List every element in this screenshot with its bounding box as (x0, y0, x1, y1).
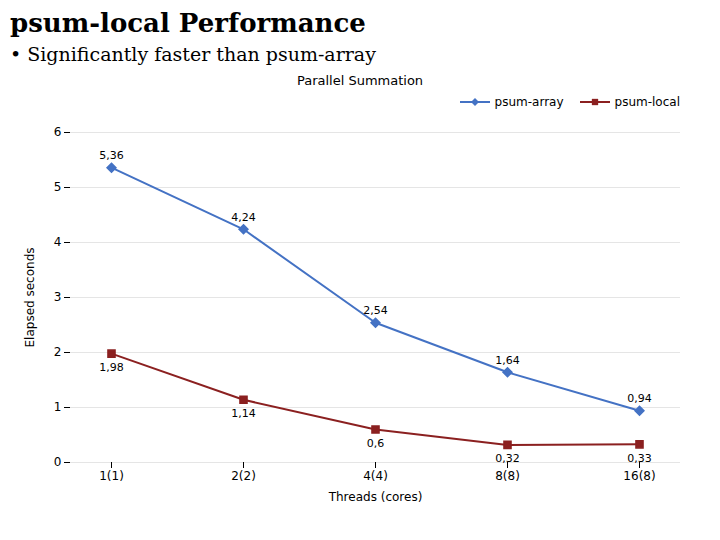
svg-text:6: 6 (54, 125, 62, 139)
svg-text:1,64: 1,64 (495, 354, 520, 367)
svg-text:5: 5 (54, 180, 62, 194)
html-text:psum-local: psum-local (614, 95, 680, 109)
svg-text:1(1): 1(1) (99, 469, 124, 483)
svg-text:0,33: 0,33 (627, 452, 652, 465)
html-text:psum-array: psum-array (494, 95, 564, 109)
svg-text:5,36: 5,36 (99, 149, 124, 162)
html-text:• Significantly faster than ps: • Significantly faster than psum-array (10, 43, 376, 65)
svg-text:8(8): 8(8) (495, 469, 520, 483)
svg-text:Elapsed seconds: Elapsed seconds (23, 247, 37, 347)
svg-text:4,24: 4,24 (231, 211, 256, 224)
svg-text:2,54: 2,54 (363, 304, 388, 317)
svg-text:0: 0 (54, 455, 62, 469)
html-text:psum-local Performance: psum-local Performance (10, 8, 366, 38)
svg-text:1,98: 1,98 (99, 361, 124, 374)
svg-text:1: 1 (54, 400, 62, 414)
svg-text:3: 3 (54, 290, 62, 304)
svg-text:2(2): 2(2) (231, 469, 256, 483)
svg-text:0,6: 0,6 (367, 437, 385, 450)
svg-text:Threads (cores): Threads (cores) (328, 490, 423, 504)
svg-text:0,94: 0,94 (627, 392, 652, 405)
svg-text:2: 2 (54, 345, 62, 359)
svg-text:16(8): 16(8) (623, 469, 655, 483)
svg-text:4(4): 4(4) (363, 469, 388, 483)
html-text:Parallel Summation: Parallel Summation (296, 73, 424, 88)
svg-text:4: 4 (54, 235, 62, 249)
svg-text:1,14: 1,14 (231, 407, 256, 420)
svg-text:0,32: 0,32 (495, 452, 520, 465)
